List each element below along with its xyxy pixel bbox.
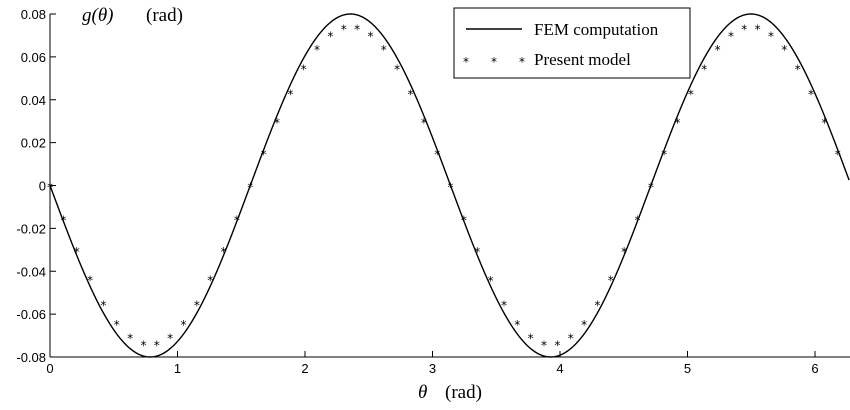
- y-axis-label-main: g(θ): [82, 5, 114, 26]
- present-model-point: *: [367, 30, 373, 44]
- present-model-point: *: [528, 331, 534, 345]
- present-model-point: *: [287, 87, 293, 101]
- x-axis-label-unit: (rad): [445, 382, 482, 403]
- present-model-point: *: [514, 318, 520, 332]
- present-model-point: *: [154, 338, 160, 352]
- present-model-point: *: [488, 274, 494, 288]
- present-model-point: *: [835, 148, 841, 162]
- present-model-point: *: [808, 87, 814, 101]
- y-ticks: 0.08 0.06 0.04 0.02 0 -0.02 -0.04 -0.06 -0.08: [16, 7, 56, 365]
- y-tick-label: 0: [39, 179, 46, 194]
- y-tick-label: 0.08: [21, 7, 46, 22]
- present-model-point: *: [768, 30, 774, 44]
- x-tick-label: 4: [556, 361, 563, 376]
- present-model-point: *: [581, 318, 587, 332]
- present-model-point: *: [181, 318, 187, 332]
- present-model-point: *: [795, 63, 801, 77]
- present-model-point: *: [381, 43, 387, 57]
- present-model-point: *: [274, 116, 280, 130]
- present-model-point: *: [568, 331, 574, 345]
- present-model-point: *: [675, 116, 681, 130]
- present-model-point: *: [247, 181, 253, 195]
- legend-star-marker: *: [463, 55, 469, 69]
- present-model-point: *: [448, 181, 454, 195]
- fem-series: [49, 13, 850, 358]
- present-model-point: *: [100, 298, 106, 312]
- present-model-point: *: [755, 23, 761, 37]
- present-model-point: *: [594, 298, 600, 312]
- legend-star-marker: *: [491, 55, 497, 69]
- present-model-point: *: [421, 116, 427, 130]
- present-model-point: *: [194, 298, 200, 312]
- x-ticks: 0 1 2 3 4 5 6: [46, 351, 819, 376]
- present-model-point: *: [728, 30, 734, 44]
- x-tick-label: 6: [811, 361, 818, 376]
- fem-series-line: [49, 13, 850, 358]
- present-model-point: *: [608, 274, 614, 288]
- present-model-point: *: [501, 298, 507, 312]
- present-model-point: *: [541, 338, 547, 352]
- present-model-point: *: [60, 213, 66, 227]
- present-model-point: *: [140, 338, 146, 352]
- present-model-point: *: [74, 245, 80, 259]
- present-model-point: *: [621, 245, 627, 259]
- y-tick-label: -0.06: [16, 307, 46, 322]
- present-model-point: *: [474, 245, 480, 259]
- x-tick-label: 2: [301, 361, 308, 376]
- x-tick-label: 5: [684, 361, 691, 376]
- present-model-point: *: [461, 213, 467, 227]
- present-model-point: *: [554, 338, 560, 352]
- present-model-point: *: [661, 148, 667, 162]
- y-axis-label: g(θ) (rad): [82, 5, 183, 26]
- present-model-point: *: [634, 213, 640, 227]
- legend-model-swatch: * * *: [463, 55, 525, 69]
- present-model-point: *: [434, 148, 440, 162]
- present-model-point: *: [688, 87, 694, 101]
- x-tick-label: 1: [174, 361, 181, 376]
- present-model-point: *: [221, 245, 227, 259]
- present-model-point: *: [314, 43, 320, 57]
- present-model-point: *: [394, 63, 400, 77]
- present-model-point: *: [207, 274, 213, 288]
- present-model-point: *: [127, 331, 133, 345]
- present-model-point: *: [408, 87, 414, 101]
- x-axis-label-main: θ: [418, 382, 427, 403]
- present-model-point: *: [354, 23, 360, 37]
- present-model-point: *: [821, 116, 827, 130]
- present-model-point: *: [341, 23, 347, 37]
- legend-fem-label: FEM computation: [534, 20, 659, 39]
- present-model-point: *: [47, 181, 53, 195]
- present-model-point: *: [87, 274, 93, 288]
- legend-box: [453, 7, 691, 79]
- x-tick-label: 3: [429, 361, 436, 376]
- y-tick-label: -0.08: [16, 350, 46, 365]
- legend-model-label: Present model: [534, 50, 631, 69]
- present-model-point: *: [114, 318, 120, 332]
- y-tick-label: 0.02: [21, 136, 46, 151]
- present-model-point: *: [261, 148, 267, 162]
- legend: FEM computation * * * Present model: [453, 7, 691, 79]
- legend-star-marker: *: [519, 55, 525, 69]
- x-axis-label: θ (rad): [418, 382, 482, 403]
- present-model-point: *: [327, 30, 333, 44]
- present-model-point: *: [741, 23, 747, 37]
- y-tick-label: -0.02: [16, 221, 46, 236]
- present-model-point: *: [715, 43, 721, 57]
- y-tick-label: 0.04: [21, 93, 46, 108]
- y-tick-label: -0.04: [16, 264, 46, 279]
- y-tick-label: 0.06: [21, 50, 46, 65]
- present-model-point: *: [781, 43, 787, 57]
- present-model-point: *: [701, 63, 707, 77]
- present-model-point: *: [234, 213, 240, 227]
- present-model-point: *: [648, 181, 654, 195]
- present-model-series: ******* * * ************* * * ************* * * *…: [47, 23, 841, 353]
- x-tick-label: 0: [46, 361, 53, 376]
- present-model-point: *: [301, 63, 307, 77]
- y-axis-label-unit: (rad): [146, 5, 183, 26]
- present-model-point: *: [167, 331, 173, 345]
